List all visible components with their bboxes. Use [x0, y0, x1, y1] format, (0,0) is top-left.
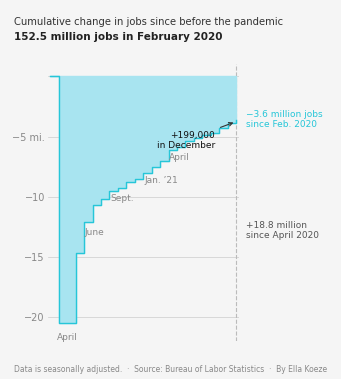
Text: Sept.: Sept. [110, 194, 134, 204]
Text: April: April [169, 153, 190, 163]
Text: +199,000
in December: +199,000 in December [157, 122, 233, 150]
Text: Cumulative change in jobs since before the pandemic: Cumulative change in jobs since before t… [14, 17, 283, 27]
Text: Jan. ’21: Jan. ’21 [144, 176, 178, 185]
Text: −3.6 million jobs
since Feb. 2020: −3.6 million jobs since Feb. 2020 [246, 110, 322, 130]
Text: April: April [57, 333, 78, 342]
Text: +18.8 million
since April 2020: +18.8 million since April 2020 [246, 221, 318, 240]
Text: Data is seasonally adjusted.  ·  Source: Bureau of Labor Statistics  ·  By Ella : Data is seasonally adjusted. · Source: B… [14, 365, 327, 374]
Polygon shape [50, 77, 236, 323]
Text: 152.5 million jobs in February 2020: 152.5 million jobs in February 2020 [14, 32, 222, 42]
Text: June: June [85, 228, 105, 237]
